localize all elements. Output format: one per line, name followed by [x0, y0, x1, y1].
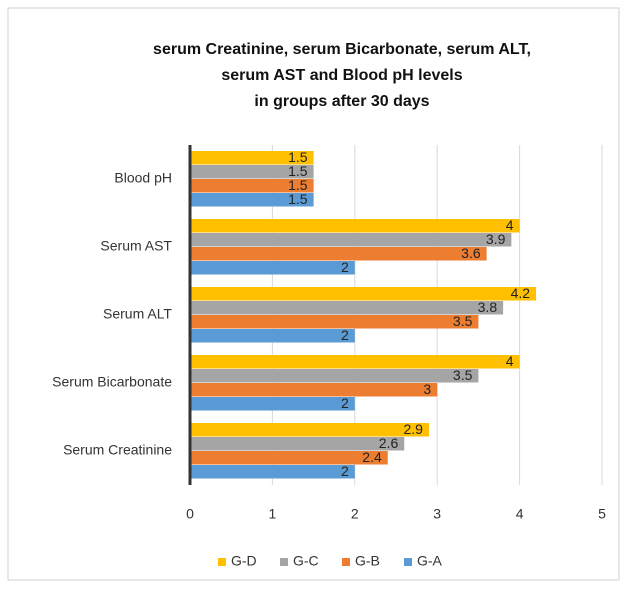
- bar: [190, 329, 355, 343]
- bar: [190, 219, 520, 233]
- legend-swatch: [280, 558, 288, 566]
- data-label: 1.5: [288, 177, 308, 193]
- bar: [190, 451, 388, 465]
- bar: [190, 233, 512, 247]
- bar: [190, 287, 537, 301]
- data-label: 3.9: [486, 231, 506, 247]
- bar: [190, 383, 438, 397]
- bar: [190, 369, 479, 383]
- bar: [190, 165, 314, 179]
- data-label: 3.8: [478, 299, 498, 315]
- legend-swatch: [342, 558, 350, 566]
- bar: [190, 355, 520, 369]
- y-tick-label: Serum Bicarbonate: [52, 374, 172, 390]
- legend-label: G-D: [231, 553, 257, 569]
- bar: [190, 193, 314, 207]
- legend-label: G-C: [293, 553, 319, 569]
- chart-title: serum Creatinine, serum Bicarbonate, ser…: [153, 41, 531, 58]
- bar: [190, 465, 355, 479]
- bar: [190, 397, 355, 411]
- x-tick-label: 2: [351, 506, 359, 522]
- bar: [190, 301, 504, 315]
- data-label: 4: [506, 217, 514, 233]
- bar: [190, 247, 487, 261]
- data-label: 2.6: [379, 435, 399, 451]
- data-label: 1.5: [288, 149, 308, 165]
- x-tick-label: 4: [516, 506, 524, 522]
- data-label: 3.5: [453, 313, 473, 329]
- data-label: 2.4: [362, 449, 382, 465]
- y-tick-label: Serum AST: [100, 238, 172, 254]
- y-tick-label: Serum ALT: [103, 306, 172, 322]
- data-label: 2: [341, 395, 349, 411]
- y-tick-label: Blood pH: [114, 170, 172, 186]
- data-label: 2: [341, 463, 349, 479]
- data-label: 2: [341, 327, 349, 343]
- bar: [190, 315, 479, 329]
- data-label: 1.5: [288, 163, 308, 179]
- x-tick-label: 1: [269, 506, 277, 522]
- data-label: 3.6: [461, 245, 481, 261]
- data-label: 4.2: [511, 285, 531, 301]
- chart-title: serum AST and Blood pH levels: [221, 67, 462, 84]
- legend-swatch: [218, 558, 226, 566]
- data-label: 2: [341, 259, 349, 275]
- data-label: 3.5: [453, 367, 473, 383]
- legend-label: G-B: [355, 553, 380, 569]
- x-tick-label: 5: [598, 506, 606, 522]
- bar: [190, 151, 314, 165]
- bar: [190, 261, 355, 275]
- data-label: 2.9: [403, 421, 423, 437]
- x-tick-label: 0: [186, 506, 194, 522]
- data-label: 4: [506, 353, 514, 369]
- bar: [190, 423, 429, 437]
- x-tick-label: 3: [433, 506, 441, 522]
- data-label: 3: [423, 381, 431, 397]
- bar: [190, 437, 405, 451]
- bar: [190, 179, 314, 193]
- legend-swatch: [404, 558, 412, 566]
- data-label: 1.5: [288, 191, 308, 207]
- chart-title: in groups after 30 days: [254, 93, 429, 110]
- legend-label: G-A: [417, 553, 443, 569]
- y-tick-label: Serum Creatinine: [63, 442, 172, 458]
